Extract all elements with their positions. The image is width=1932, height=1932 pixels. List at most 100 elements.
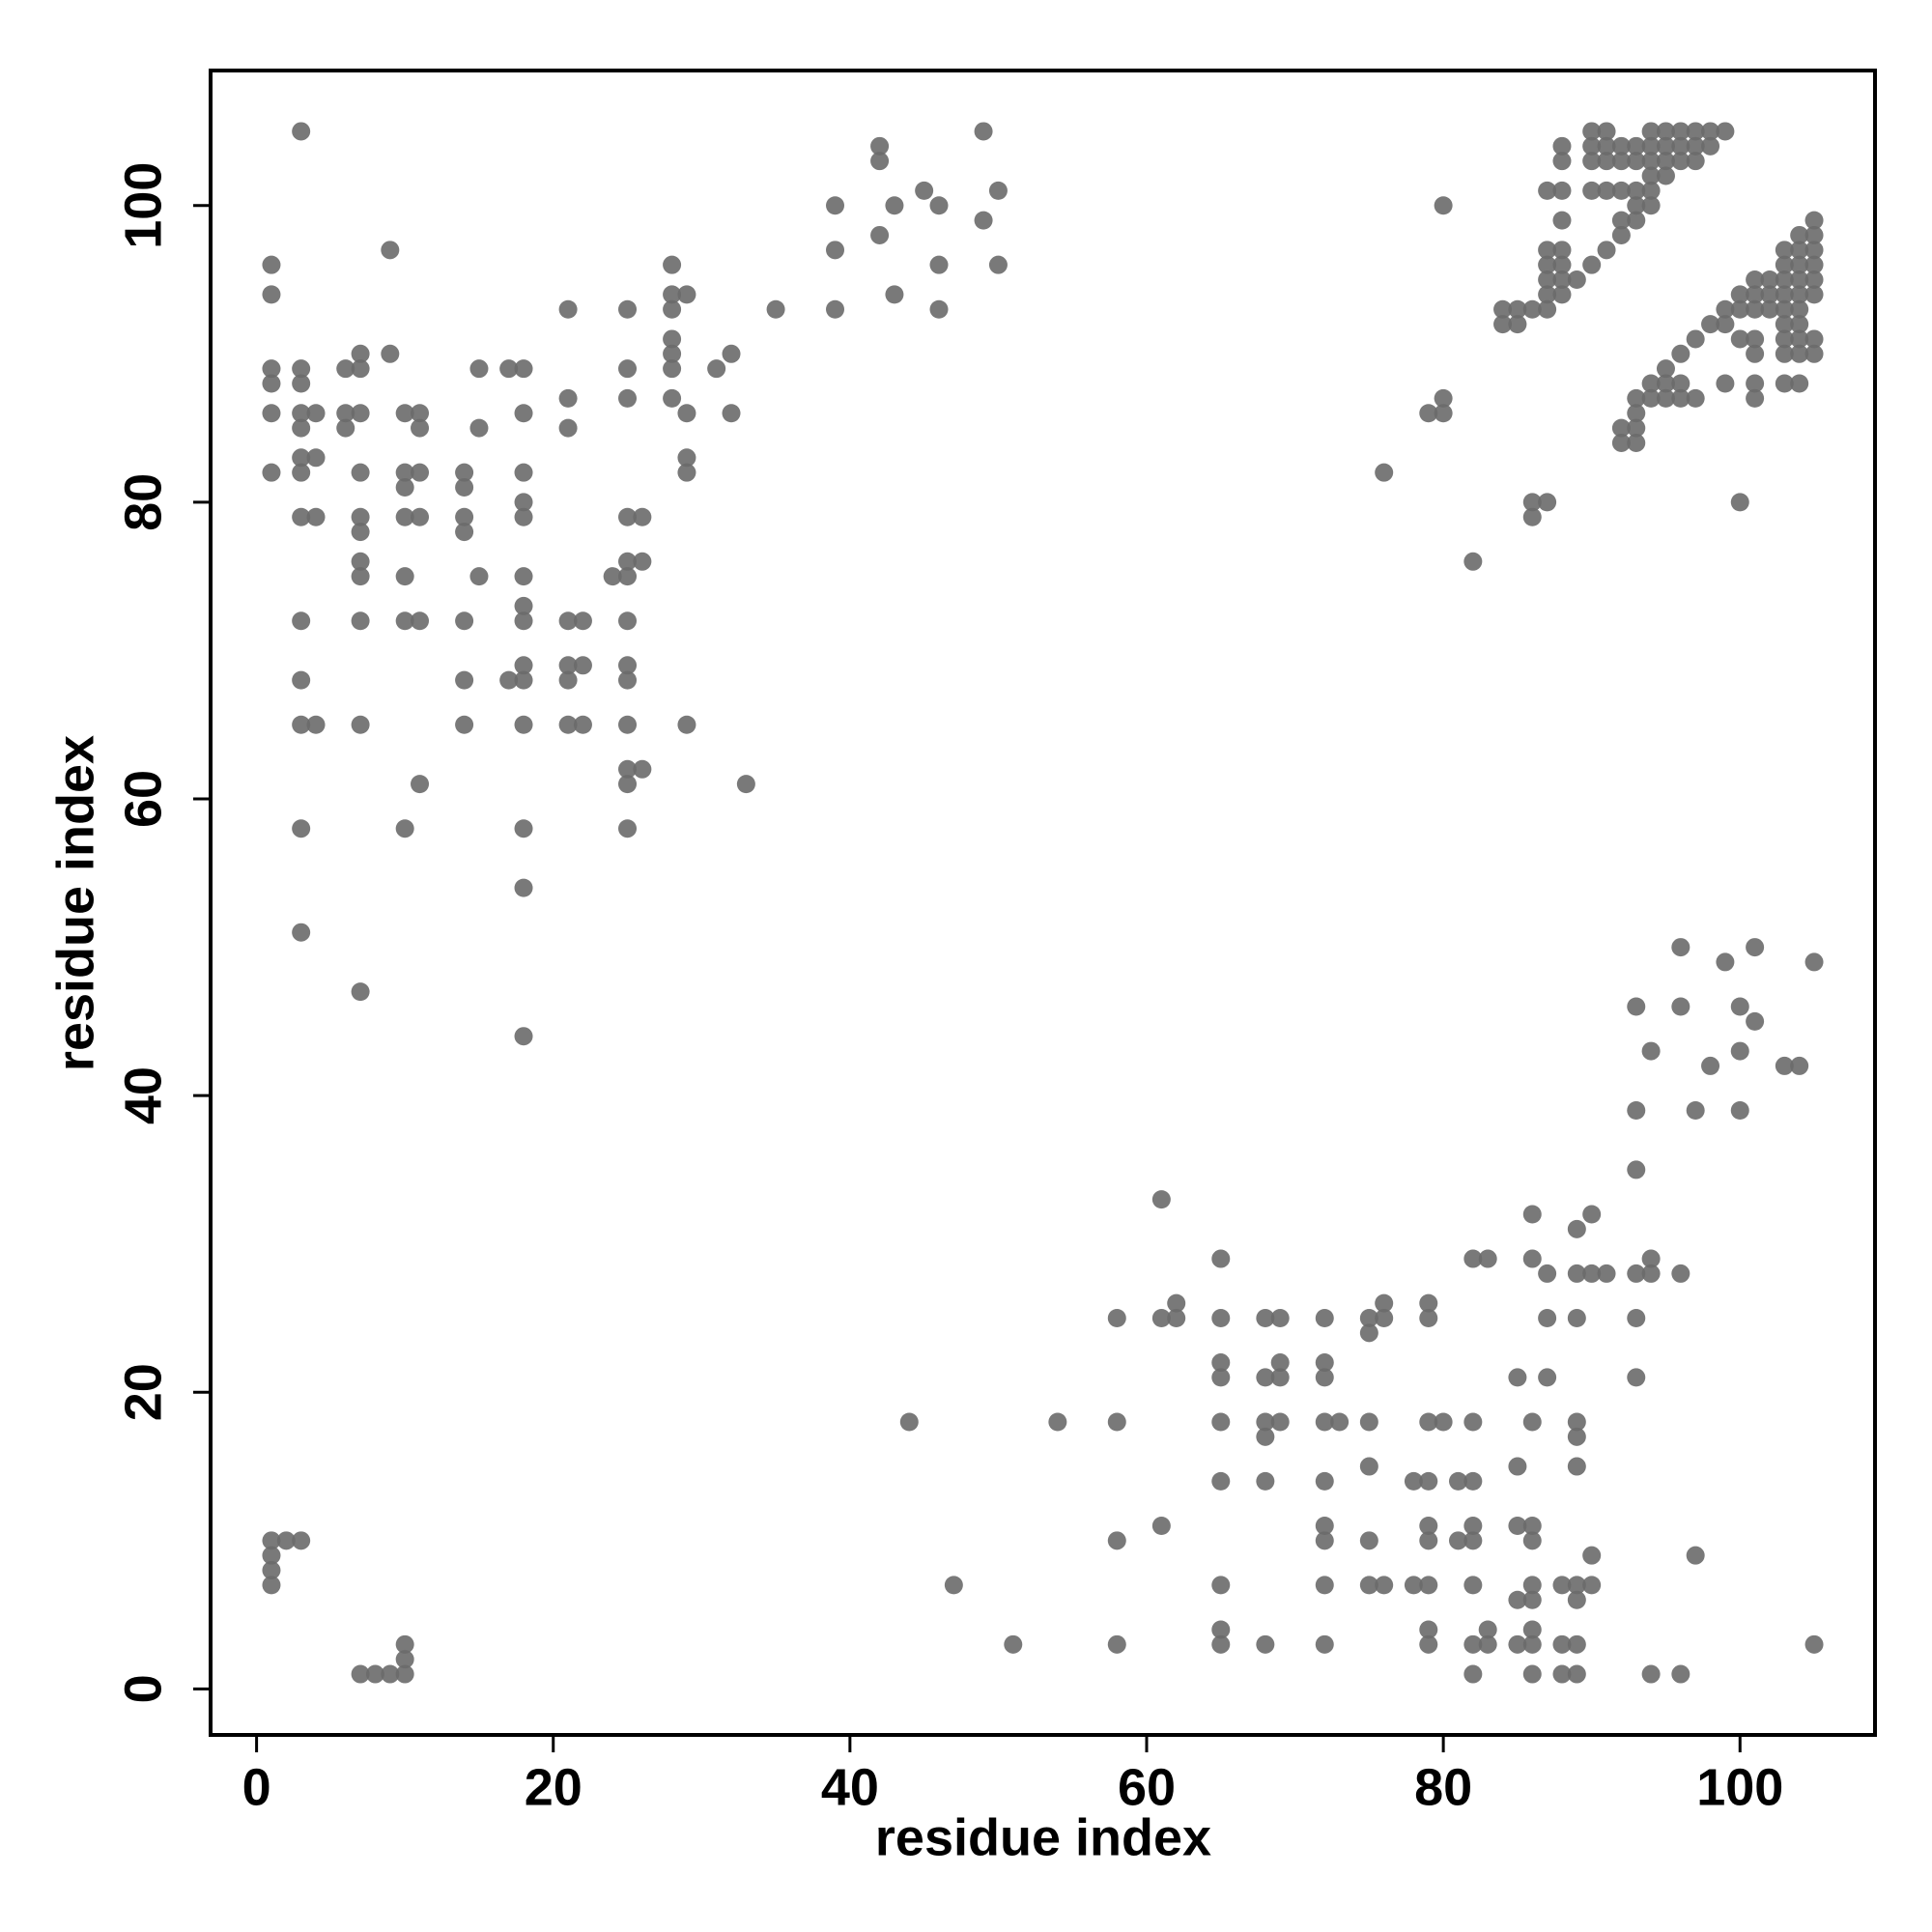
point — [1730, 329, 1749, 349]
point — [618, 656, 638, 675]
x-tick-label: 80 — [1414, 1758, 1472, 1816]
point — [1463, 1531, 1483, 1550]
point — [455, 715, 474, 734]
point — [1256, 1471, 1275, 1491]
point — [1641, 152, 1661, 171]
point — [1211, 1620, 1231, 1639]
point — [722, 404, 741, 423]
point — [1730, 1100, 1749, 1120]
point — [262, 1576, 281, 1595]
point — [1804, 344, 1824, 363]
point — [292, 374, 311, 393]
point — [1522, 1531, 1542, 1550]
point — [1315, 1634, 1334, 1654]
point — [1656, 388, 1675, 408]
point — [1790, 344, 1809, 363]
point — [1582, 255, 1602, 274]
point — [1775, 255, 1794, 274]
point — [1508, 1516, 1527, 1535]
point — [1611, 225, 1631, 244]
point — [1716, 374, 1735, 393]
point — [1671, 374, 1690, 393]
point — [499, 359, 519, 379]
point — [974, 211, 993, 230]
point — [1538, 241, 1557, 260]
point — [1775, 270, 1794, 290]
point — [633, 507, 652, 526]
point — [1375, 1293, 1394, 1313]
point — [1775, 344, 1794, 363]
point — [1538, 181, 1557, 200]
point — [455, 670, 474, 690]
point — [1701, 1056, 1720, 1075]
point — [1211, 1368, 1231, 1387]
point — [1552, 285, 1572, 304]
point — [1671, 122, 1690, 141]
point — [469, 567, 489, 586]
point — [365, 1664, 384, 1684]
point — [1627, 388, 1646, 408]
point — [1686, 152, 1705, 171]
point — [1167, 1293, 1186, 1313]
point — [1448, 1531, 1467, 1550]
point — [870, 225, 890, 244]
point — [411, 611, 430, 631]
point — [618, 359, 638, 379]
point — [1627, 1368, 1646, 1387]
point — [1270, 1308, 1290, 1327]
point — [915, 181, 934, 200]
point — [1375, 463, 1394, 482]
point — [395, 463, 414, 482]
point — [1611, 181, 1631, 200]
point — [1804, 211, 1824, 230]
point — [603, 567, 622, 586]
point — [1048, 1412, 1067, 1432]
point — [1478, 1620, 1497, 1639]
point — [1597, 181, 1616, 200]
point — [1538, 270, 1557, 290]
point — [1627, 1100, 1646, 1120]
point — [1434, 1412, 1453, 1432]
point — [1463, 1412, 1483, 1432]
point — [1567, 1264, 1586, 1283]
point — [1641, 122, 1661, 141]
x-tick-label: 60 — [1118, 1758, 1176, 1816]
point — [558, 611, 578, 631]
point — [1256, 1368, 1275, 1387]
point — [1804, 1634, 1824, 1654]
point — [1493, 315, 1513, 334]
point — [292, 611, 311, 631]
point — [1419, 1634, 1438, 1654]
point — [1641, 1664, 1661, 1684]
point — [766, 299, 785, 319]
point — [1315, 1368, 1334, 1387]
point — [1508, 315, 1527, 334]
point — [395, 567, 414, 586]
point — [1552, 270, 1572, 290]
point — [1478, 1634, 1497, 1654]
point — [1315, 1516, 1334, 1535]
point — [1211, 1634, 1231, 1654]
point — [514, 596, 533, 615]
point — [1448, 1471, 1467, 1491]
point — [1211, 1308, 1231, 1327]
point — [514, 567, 533, 586]
point — [618, 507, 638, 526]
point — [633, 552, 652, 571]
point — [1730, 493, 1749, 512]
point — [1716, 315, 1735, 334]
point — [1552, 1664, 1572, 1684]
point — [351, 1664, 370, 1684]
point — [677, 448, 696, 468]
point — [929, 299, 949, 319]
point — [1641, 181, 1661, 200]
point — [1790, 225, 1809, 244]
point — [1270, 1412, 1290, 1432]
point — [1582, 136, 1602, 156]
point — [1775, 1056, 1794, 1075]
point — [306, 715, 326, 734]
point — [1522, 1516, 1542, 1535]
point — [1567, 270, 1586, 290]
point — [1107, 1412, 1126, 1432]
